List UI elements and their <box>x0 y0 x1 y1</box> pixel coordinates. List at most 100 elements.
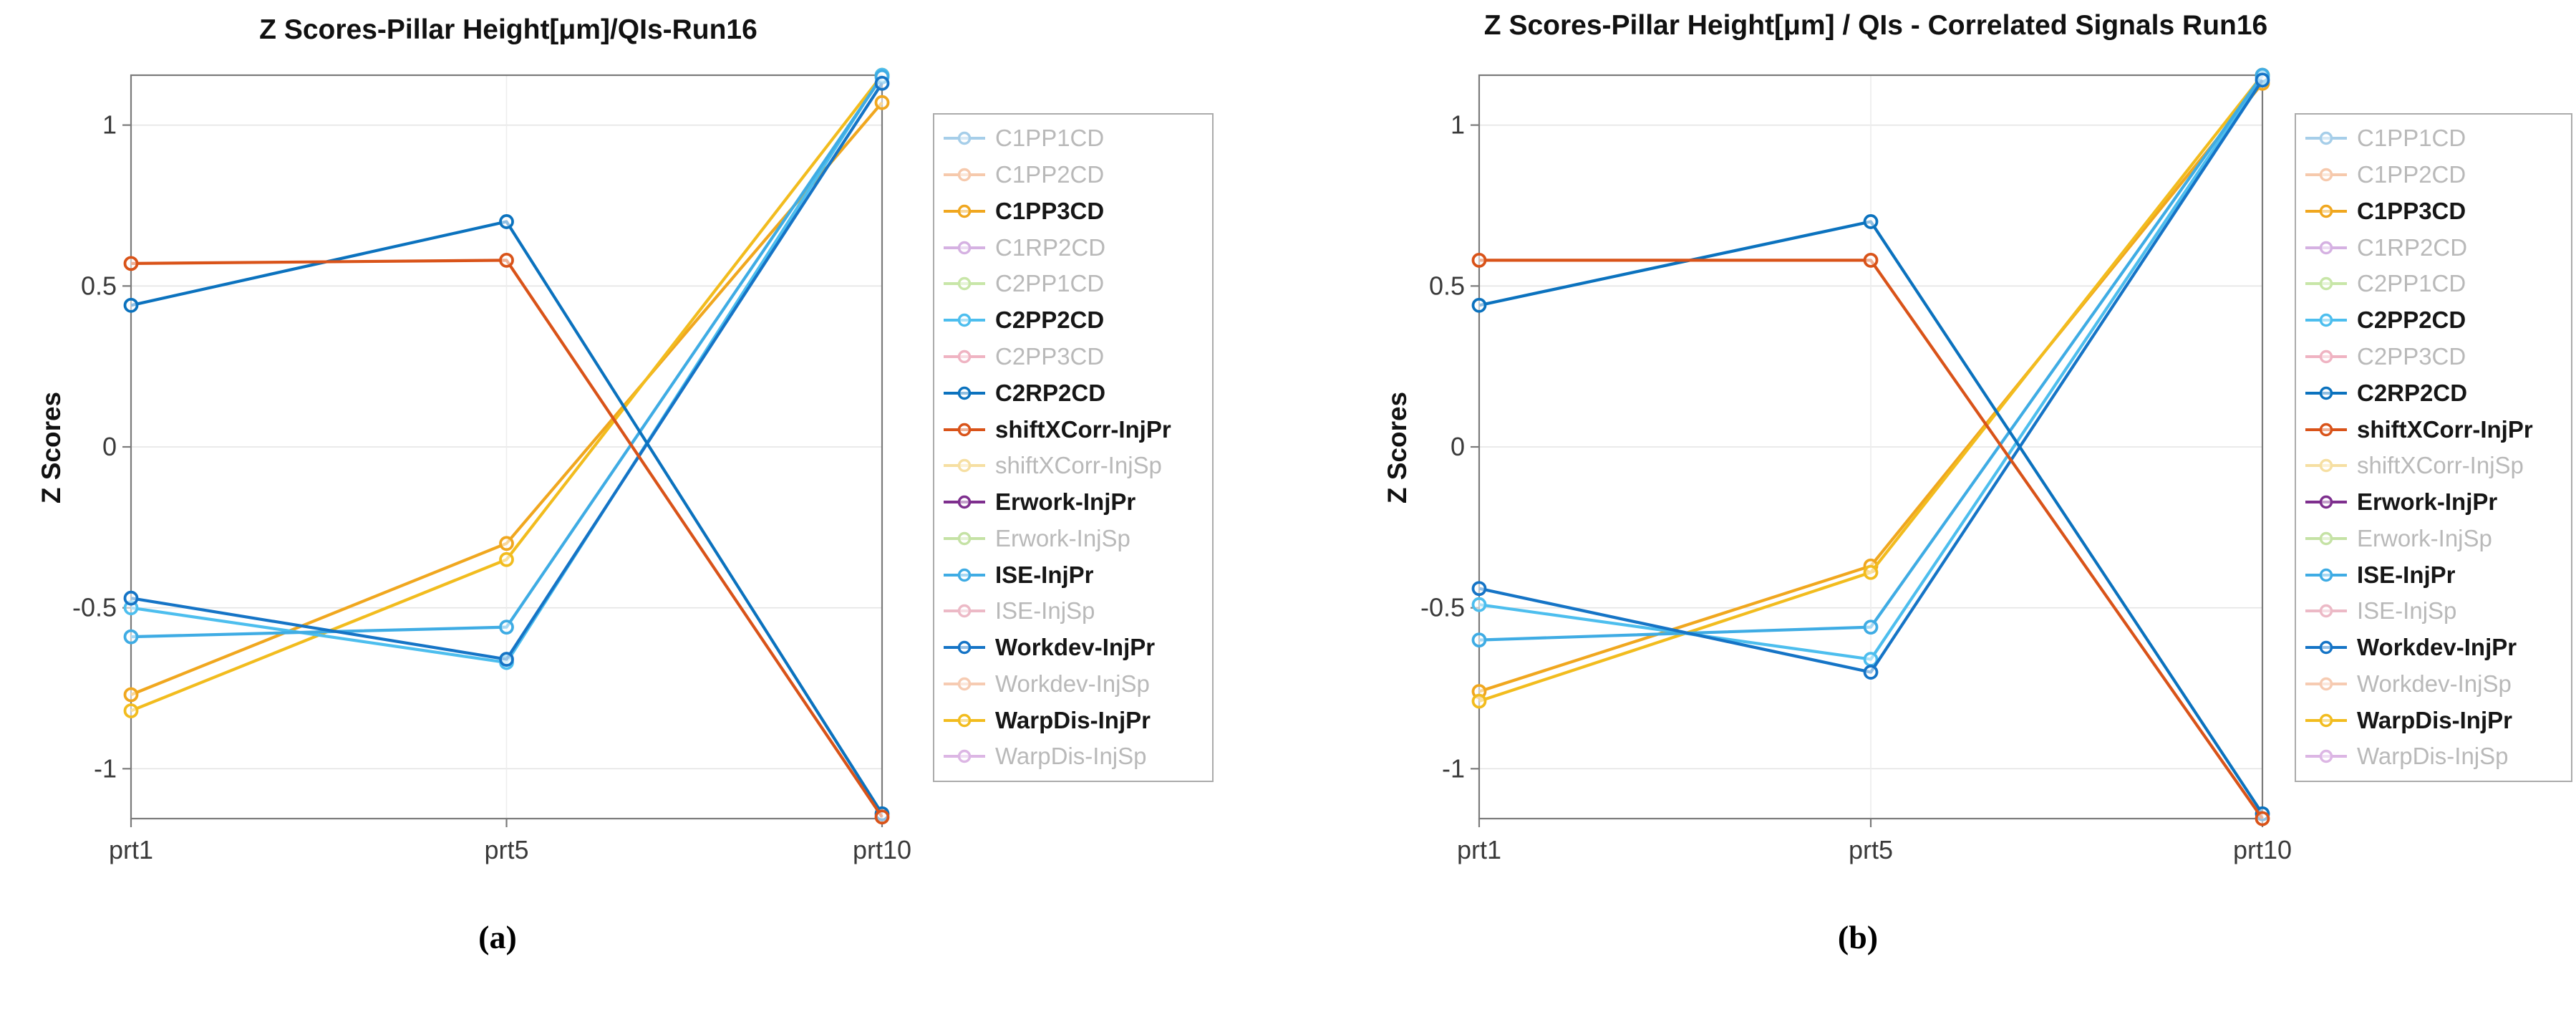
legend-line-marker-icon <box>2305 204 2347 218</box>
legend-line-marker-icon <box>2305 241 2347 254</box>
legend-label: Workdev-InjPr <box>2357 634 2517 661</box>
legend-item: ISE-InjSp <box>2305 594 2567 627</box>
legend-item: shiftXCorr-InjSp <box>943 449 1208 482</box>
legend-item: WarpDis-InjPr <box>943 704 1208 737</box>
x-tick-label: prt1 <box>1457 835 1501 864</box>
series-marker-shiftXCorr-InjPr <box>1471 252 1487 268</box>
legend-label: C2PP1CD <box>995 270 1105 297</box>
legend-line-marker-icon <box>944 459 985 473</box>
series-marker-Workdev-InjPr <box>2255 72 2270 88</box>
legend-item: C2PP3CD <box>2305 340 2567 373</box>
legend-label: C1PP3CD <box>2357 197 2466 224</box>
x-tick-label: prt5 <box>484 835 528 864</box>
y-tick-label: 0.5 <box>1429 271 1465 300</box>
y-axis-label-a: Z Scores <box>37 391 66 504</box>
series-marker-C1PP3CD <box>123 687 139 703</box>
legend-line-marker-icon <box>944 677 985 691</box>
legend-item: C1RP2CD <box>943 231 1208 264</box>
legend-label: C2PP3CD <box>2357 342 2466 370</box>
chart-title-b: Z Scores-Pillar Height[μm] / QIs - Corre… <box>1483 10 2268 41</box>
legend-line-marker-icon <box>2305 604 2347 618</box>
legend-item: C1PP3CD <box>2305 195 2567 228</box>
series-marker-Workdev-InjPr <box>1471 581 1487 597</box>
legend-label: Workdev-InjSp <box>2357 670 2512 697</box>
legend-line-marker-icon <box>944 604 985 618</box>
y-tick-label: 0.5 <box>81 271 117 300</box>
legend-b: C1PP1CD C1PP2CD C1PP3CD C1RP2CD C2PP1CD C2PP2… <box>2295 113 2572 782</box>
y-tick-label: 1 <box>1451 110 1465 140</box>
legend-item: C1PP1CD <box>2305 122 2567 155</box>
legend-item: ISE-InjSp <box>943 594 1208 627</box>
legend-label: C1PP1CD <box>2357 125 2466 152</box>
legend-label: C1PP3CD <box>995 197 1105 224</box>
legend-line-marker-icon <box>2305 349 2347 364</box>
legend-line-marker-icon <box>944 277 985 291</box>
legend-label: Erwork-InjPr <box>995 488 1136 516</box>
legend-item: Workdev-InjPr <box>2305 631 2567 664</box>
chart-title-a: Z Scores-Pillar Height[μm]/QIs-Run16 <box>259 14 757 45</box>
legend-item: shiftXCorr-InjPr <box>943 413 1208 446</box>
legend-label: shiftXCorr-InjPr <box>995 415 1171 443</box>
legend-item: C1PP2CD <box>943 158 1208 191</box>
panel-label-b: (b) <box>1837 919 1879 955</box>
legend-line-marker-icon <box>944 349 985 364</box>
series-marker-shiftXCorr-InjPr <box>874 809 890 825</box>
legend-line-marker-icon <box>2305 459 2347 473</box>
legend-label: C1RP2CD <box>995 233 1106 261</box>
legend-item: WarpDis-InjSp <box>2305 740 2567 773</box>
series-marker-ISE-InjPr <box>1471 632 1487 648</box>
series-marker-Workdev-InjPr <box>1863 665 1879 680</box>
legend-line-marker-icon <box>944 204 985 218</box>
legend-label: WarpDis-InjPr <box>2357 706 2512 733</box>
legend-label: Workdev-InjPr <box>995 634 1156 661</box>
series-marker-C2RP2CD <box>123 297 139 313</box>
legend-item: C1PP2CD <box>2305 158 2567 191</box>
legend-label: Workdev-InjSp <box>995 670 1150 697</box>
legend-item: Erwork-InjPr <box>943 486 1208 519</box>
legend-item: C1PP3CD <box>943 195 1208 228</box>
legend-item: C1RP2CD <box>2305 231 2567 264</box>
legend-item: C1PP1CD <box>943 122 1208 155</box>
legend-item: Workdev-InjPr <box>943 631 1208 664</box>
legend-label: C1RP2CD <box>2357 233 2468 261</box>
series-marker-shiftXCorr-InjPr <box>2255 811 2270 826</box>
legend-line-marker-icon <box>944 640 985 655</box>
legend-label: ISE-InjSp <box>2357 597 2457 625</box>
legend-label: shiftXCorr-InjSp <box>2357 452 2524 479</box>
legend-line-marker-icon <box>944 531 985 546</box>
legend-line-marker-icon <box>2305 677 2347 691</box>
y-tick-label: -1 <box>94 753 117 783</box>
y-tick-label: -0.5 <box>72 593 117 622</box>
legend-line-marker-icon <box>944 168 985 182</box>
legend-line-marker-icon <box>944 423 985 436</box>
legend-line-marker-icon <box>2305 313 2347 327</box>
legend-line-marker-icon <box>2305 386 2347 400</box>
legend-item: WarpDis-InjPr <box>2305 704 2567 737</box>
legend-item: C2PP1CD <box>2305 267 2567 300</box>
series-marker-C2RP2CD <box>499 214 514 229</box>
legend-label: C1PP2CD <box>995 161 1105 188</box>
legend-item: ISE-InjPr <box>2305 559 2567 592</box>
series-marker-C2PP2CD <box>1471 597 1487 612</box>
y-tick-label: 1 <box>102 110 117 140</box>
legend-item: WarpDis-InjSp <box>943 740 1208 773</box>
legend-label: Erwork-InjSp <box>2357 524 2492 551</box>
legend-label: C2PP1CD <box>2357 270 2466 297</box>
series-marker-C1PP3CD <box>874 95 890 110</box>
x-tick-label: prt10 <box>853 835 911 864</box>
series-marker-Workdev-InjPr <box>499 652 514 667</box>
legend-line-marker-icon <box>944 713 985 727</box>
legend-line-marker-icon <box>944 313 985 327</box>
legend-line-marker-icon <box>944 386 985 400</box>
legend-item: Erwork-InjPr <box>2305 486 2567 519</box>
legend-label: WarpDis-InjSp <box>2357 743 2509 770</box>
legend-line-marker-icon <box>2305 750 2347 763</box>
legend-item: shiftXCorr-InjPr <box>2305 413 2567 446</box>
panel-label-a: (a) <box>478 919 517 955</box>
legend-line-marker-icon <box>2305 531 2347 546</box>
legend-line-marker-icon <box>2305 277 2347 291</box>
legend-item: C2PP2CD <box>2305 304 2567 337</box>
legend-line-marker-icon <box>2305 495 2347 509</box>
legend-label: C2PP2CD <box>2357 307 2466 334</box>
